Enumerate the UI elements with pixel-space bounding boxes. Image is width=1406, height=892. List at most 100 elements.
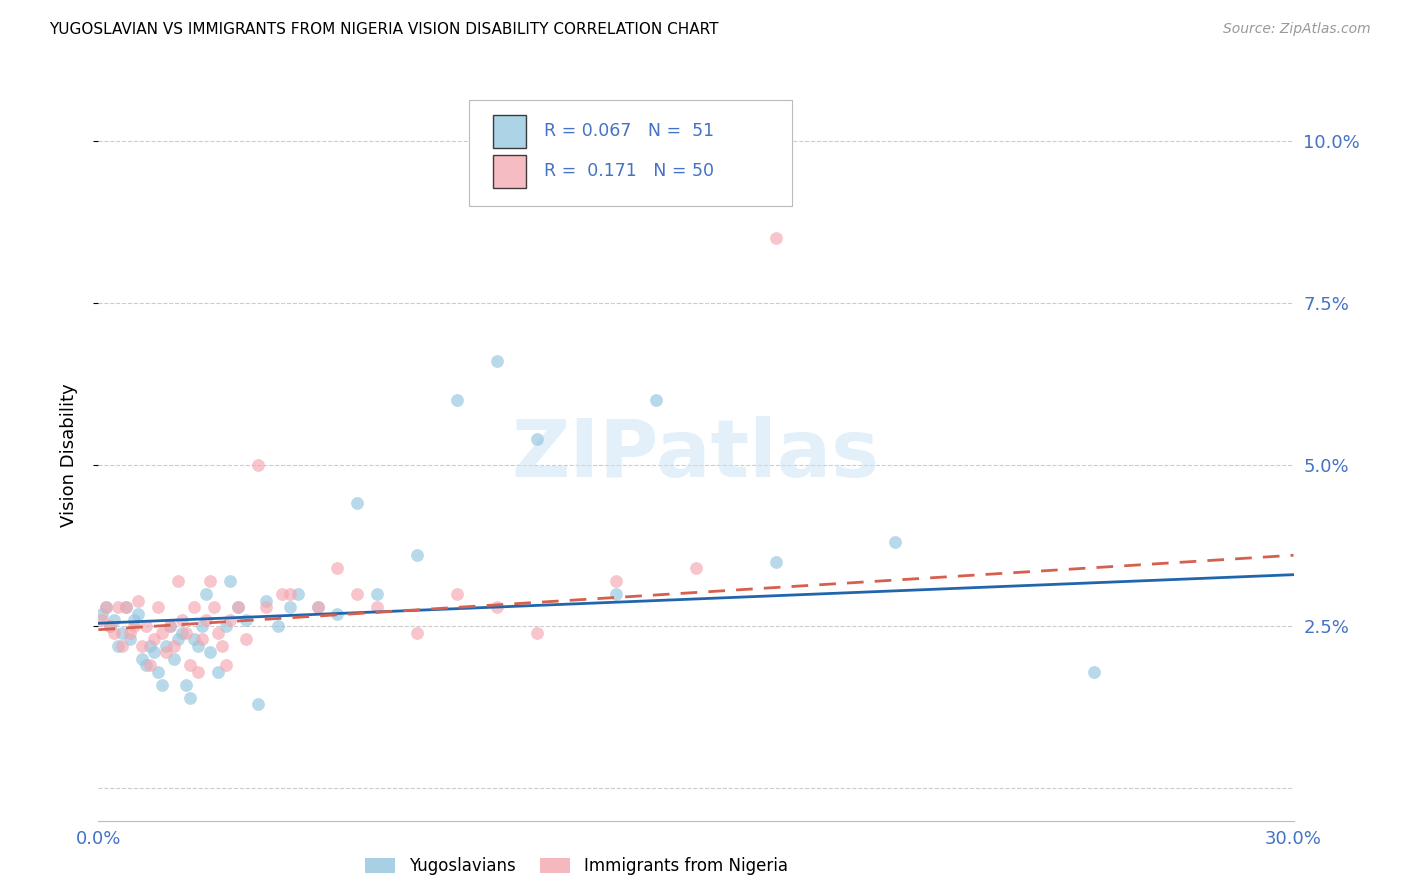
Point: [155, 645, 177, 659]
Point: [202, 600, 225, 615]
Point: [179, 658, 201, 673]
Point: [91, 607, 114, 621]
Point: [96, 600, 118, 615]
Point: [115, 600, 138, 615]
Point: [172, 626, 194, 640]
Point: [159, 619, 181, 633]
Point: [207, 626, 229, 640]
Point: [191, 632, 214, 647]
Point: [267, 619, 290, 633]
Point: [198, 645, 221, 659]
Point: [246, 458, 269, 472]
Point: [246, 697, 269, 711]
Legend: Yugoslavians, Immigrants from Nigeria: Yugoslavians, Immigrants from Nigeria: [359, 850, 794, 882]
Point: [307, 600, 329, 615]
Point: [127, 593, 149, 607]
Point: [139, 639, 162, 653]
Text: ZIPatlas: ZIPatlas: [512, 416, 880, 494]
Point: [526, 432, 548, 446]
Point: [406, 548, 429, 562]
Point: [183, 600, 205, 615]
Point: [155, 639, 177, 653]
Point: [1083, 665, 1105, 679]
Point: [91, 613, 114, 627]
Point: [131, 639, 153, 653]
Point: [148, 600, 170, 615]
Point: [143, 632, 166, 647]
Point: [195, 613, 218, 627]
Point: [346, 496, 368, 510]
Point: [135, 658, 157, 673]
Point: [167, 632, 190, 647]
FancyBboxPatch shape: [470, 100, 792, 206]
Point: [179, 690, 201, 705]
Point: [198, 574, 221, 589]
Point: [226, 600, 249, 615]
Point: [278, 587, 301, 601]
Point: [167, 574, 190, 589]
Point: [685, 561, 707, 575]
Point: [120, 632, 142, 647]
Point: [103, 613, 125, 627]
Point: [765, 555, 787, 569]
Point: [124, 619, 146, 633]
Point: [115, 600, 138, 615]
Point: [526, 626, 548, 640]
Point: [195, 587, 218, 601]
Point: [219, 613, 242, 627]
Point: [254, 600, 277, 615]
Point: [143, 645, 166, 659]
Point: [605, 574, 627, 589]
Point: [446, 587, 468, 601]
Point: [765, 231, 787, 245]
Point: [406, 626, 429, 640]
Point: [174, 626, 197, 640]
Point: [127, 607, 149, 621]
Point: [120, 626, 142, 640]
Text: R =  0.171   N = 50: R = 0.171 N = 50: [544, 162, 714, 180]
Point: [183, 632, 205, 647]
Point: [207, 665, 229, 679]
Point: [107, 600, 129, 615]
Point: [211, 639, 233, 653]
Point: [346, 587, 368, 601]
Point: [148, 665, 170, 679]
FancyBboxPatch shape: [494, 155, 526, 188]
Point: [219, 574, 242, 589]
Point: [215, 658, 238, 673]
Text: Source: ZipAtlas.com: Source: ZipAtlas.com: [1223, 22, 1371, 37]
Point: [215, 619, 238, 633]
Point: [174, 678, 197, 692]
Point: [131, 652, 153, 666]
Point: [235, 632, 257, 647]
Point: [111, 626, 134, 640]
Point: [150, 626, 173, 640]
Point: [307, 600, 329, 615]
FancyBboxPatch shape: [494, 115, 526, 148]
Point: [163, 639, 186, 653]
Point: [139, 658, 162, 673]
Point: [326, 561, 349, 575]
Point: [485, 354, 508, 368]
Point: [226, 600, 249, 615]
Point: [366, 587, 388, 601]
Text: YUGOSLAVIAN VS IMMIGRANTS FROM NIGERIA VISION DISABILITY CORRELATION CHART: YUGOSLAVIAN VS IMMIGRANTS FROM NIGERIA V…: [49, 22, 718, 37]
Point: [270, 587, 292, 601]
Point: [172, 613, 194, 627]
Point: [645, 392, 668, 407]
Point: [187, 665, 209, 679]
Y-axis label: Vision Disability: Vision Disability: [59, 383, 77, 527]
Point: [326, 607, 349, 621]
Point: [100, 619, 122, 633]
Point: [100, 619, 122, 633]
Point: [150, 678, 173, 692]
Point: [485, 600, 508, 615]
Point: [111, 639, 134, 653]
Point: [159, 619, 181, 633]
Point: [254, 593, 277, 607]
Point: [605, 587, 627, 601]
Point: [235, 613, 257, 627]
Point: [446, 392, 468, 407]
Point: [163, 652, 186, 666]
Point: [287, 587, 309, 601]
